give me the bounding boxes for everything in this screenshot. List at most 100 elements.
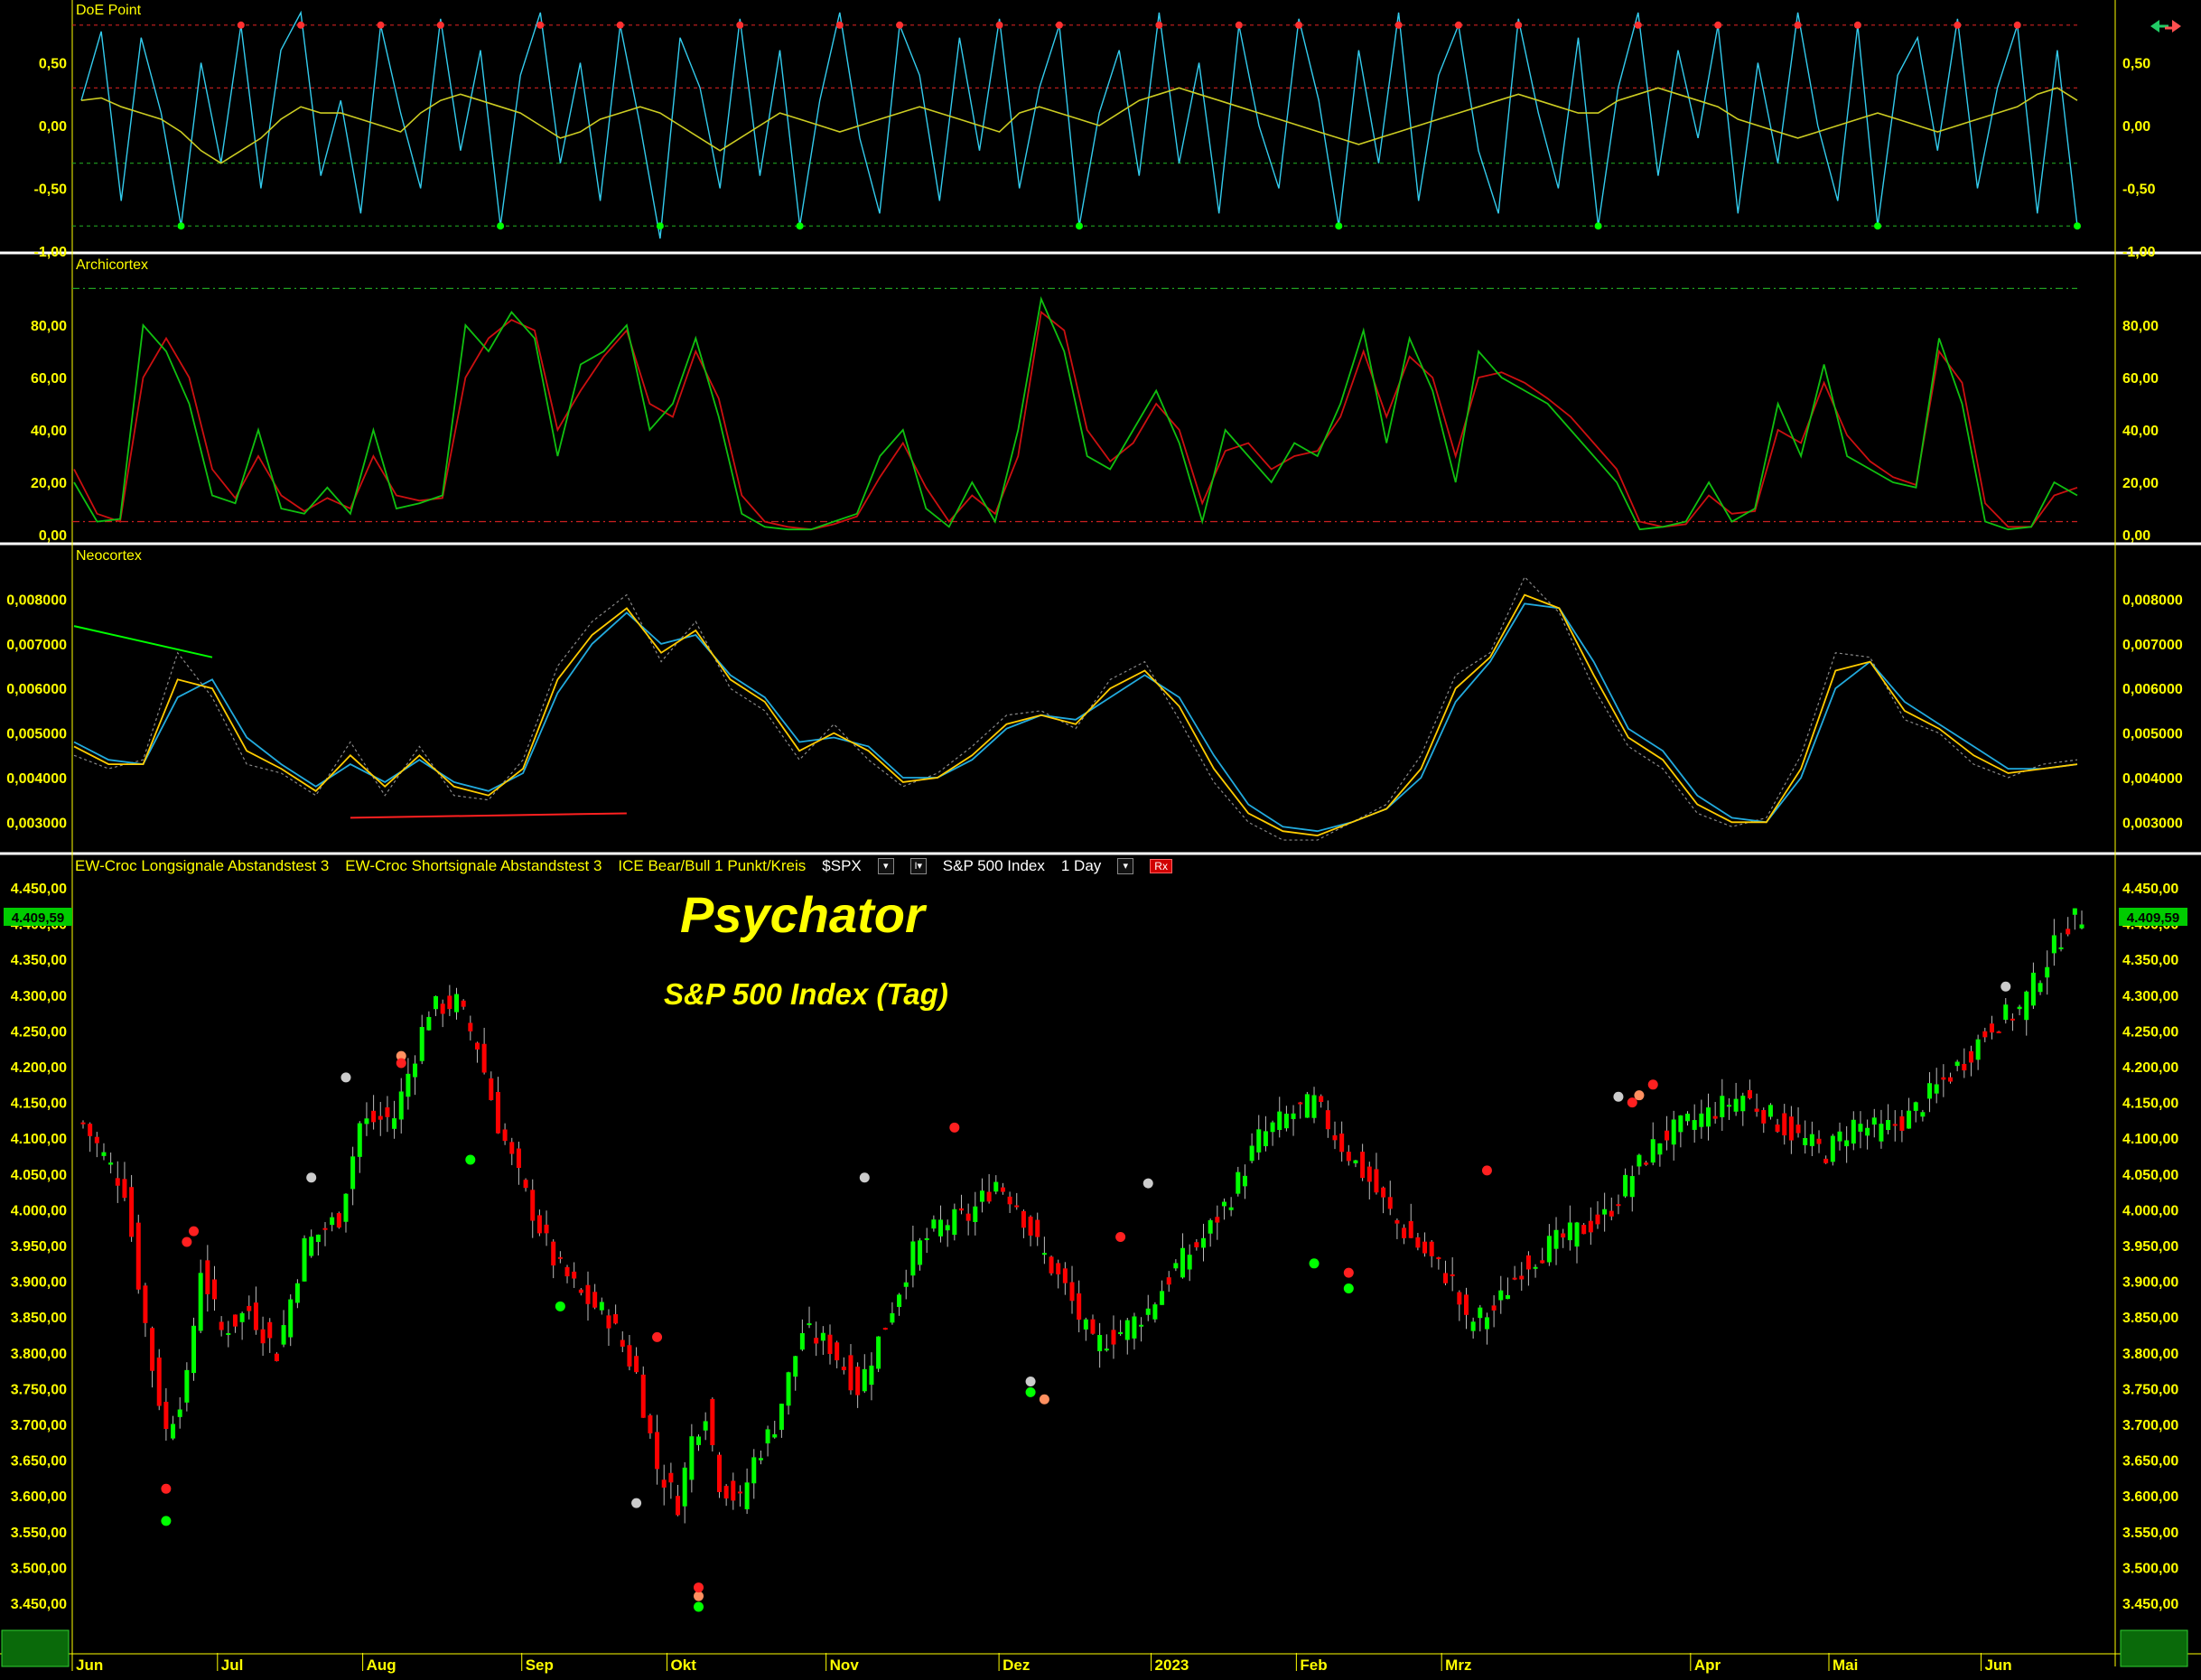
candle-body: [1837, 1131, 1842, 1142]
y-tick-label-left: 40,00: [31, 424, 67, 439]
price-tick-label-left: 4.450,00: [11, 882, 67, 897]
legend-ice-indicator[interactable]: ICE Bear/Bull 1 Punkt/Kreis: [618, 857, 807, 874]
candle-body: [322, 1227, 328, 1230]
candle-body: [1124, 1320, 1130, 1340]
candles-group: [80, 908, 2084, 1524]
candle-body: [862, 1368, 867, 1392]
candle-body: [1907, 1110, 1912, 1129]
close-rx-button[interactable]: Rx: [1150, 859, 1172, 873]
y-tick-label-left: 0,006000: [6, 682, 67, 697]
price-tick-label-right: 3.500,00: [2122, 1561, 2178, 1576]
candle-body: [1014, 1205, 1020, 1208]
y-tick-label-right: 20,00: [2122, 476, 2159, 491]
doe-top-marker: [1235, 21, 1243, 29]
signal-marker: [1025, 1386, 1036, 1397]
y-tick-label-left: -1,00: [34, 245, 68, 260]
x-axis-label: Mai: [1833, 1657, 1858, 1674]
y-tick-label-right: 0,004000: [2122, 771, 2183, 787]
window-arrows-icon[interactable]: [2149, 16, 2183, 36]
candle-body: [2051, 935, 2056, 954]
candle-body: [1346, 1152, 1351, 1162]
candle-body: [993, 1181, 999, 1192]
price-tick-label-left: 3.900,00: [11, 1275, 67, 1291]
doe-bottom-marker: [1874, 222, 1881, 230]
x-axis-label: Jul: [221, 1657, 244, 1674]
candle-body: [1463, 1294, 1469, 1315]
candle-body: [668, 1472, 674, 1483]
interval-type-dropdown[interactable]: I▾: [909, 858, 927, 874]
candle-body: [1546, 1236, 1552, 1263]
candle-body: [205, 1260, 210, 1294]
candle-body: [1671, 1119, 1676, 1145]
candle-body: [841, 1367, 846, 1370]
candle-body: [661, 1479, 667, 1488]
candle-body: [1491, 1305, 1497, 1311]
price-tick-label-left: 4.050,00: [11, 1168, 67, 1183]
symbol-dropdown-button[interactable]: ▾: [877, 858, 894, 874]
interval-dropdown-button[interactable]: ▾: [1117, 858, 1134, 874]
candle-body: [474, 1042, 480, 1050]
candle-body: [1118, 1331, 1124, 1335]
price-tick-label-right: 3.800,00: [2122, 1347, 2178, 1362]
candle-body: [1415, 1237, 1421, 1248]
candle-body: [1705, 1107, 1711, 1127]
candle-body: [135, 1222, 141, 1290]
candle-body: [848, 1355, 853, 1391]
candle-body: [1062, 1268, 1068, 1283]
candle-body: [731, 1480, 736, 1501]
candle-body: [392, 1118, 397, 1129]
doe-top-marker: [1634, 21, 1642, 29]
candle-body: [1712, 1115, 1718, 1119]
signal-marker: [340, 1072, 351, 1083]
candle-body: [786, 1372, 791, 1406]
x-axis-label: Nov: [830, 1657, 860, 1674]
candle-body: [599, 1302, 604, 1311]
candle-body: [1720, 1096, 1725, 1117]
candle-body: [1139, 1324, 1144, 1327]
signal-marker: [1613, 1091, 1624, 1102]
candle-body: [440, 1003, 445, 1014]
candle-body: [1595, 1214, 1600, 1225]
price-tick-label-right: 4.250,00: [2122, 1024, 2178, 1040]
candle-body: [1402, 1227, 1407, 1238]
legend-long-signal[interactable]: EW-Croc Longsignale Abstandstest 3: [75, 857, 330, 874]
volume-box-left: [1, 1629, 70, 1667]
candle-body: [191, 1325, 197, 1374]
candle-body: [1111, 1330, 1116, 1345]
y-tick-label-right: 0,003000: [2122, 816, 2183, 831]
doe-top-marker: [1853, 21, 1861, 29]
candle-body: [1623, 1174, 1628, 1197]
candle-body: [247, 1305, 252, 1311]
signal-marker: [182, 1237, 192, 1247]
candle-body: [827, 1334, 833, 1355]
candle-body: [1823, 1158, 1829, 1163]
candle-body: [1844, 1140, 1850, 1147]
candle-body: [1263, 1131, 1268, 1146]
candle-body: [578, 1289, 583, 1293]
signal-marker: [396, 1050, 406, 1061]
candle-body: [710, 1398, 715, 1445]
candle-body: [1353, 1160, 1358, 1163]
candle-body: [1803, 1138, 1808, 1145]
candle-body: [1194, 1242, 1199, 1247]
interval-label[interactable]: 1 Day: [1060, 857, 1102, 874]
neocortex-yellow-series: [73, 593, 2078, 837]
candle-body: [1816, 1138, 1822, 1144]
candle-body: [703, 1421, 708, 1431]
y-tick-label-left: 0,00: [39, 528, 67, 544]
signal-marker: [694, 1601, 704, 1612]
candle-body: [88, 1124, 93, 1136]
price-tick-label-left: 3.700,00: [11, 1418, 67, 1433]
chart-title: Psychator: [680, 886, 925, 943]
doe-top-marker: [736, 21, 744, 29]
candle-body: [744, 1482, 750, 1510]
candle-body: [198, 1273, 203, 1331]
candle-body: [489, 1078, 494, 1100]
candle-body: [1657, 1143, 1663, 1155]
candle-body: [758, 1458, 763, 1461]
symbol-label[interactable]: $SPX: [822, 857, 862, 874]
candle-body: [799, 1333, 805, 1350]
candle-body: [115, 1178, 120, 1186]
legend-short-signal[interactable]: EW-Croc Shortsignale Abstandstest 3: [345, 857, 602, 874]
